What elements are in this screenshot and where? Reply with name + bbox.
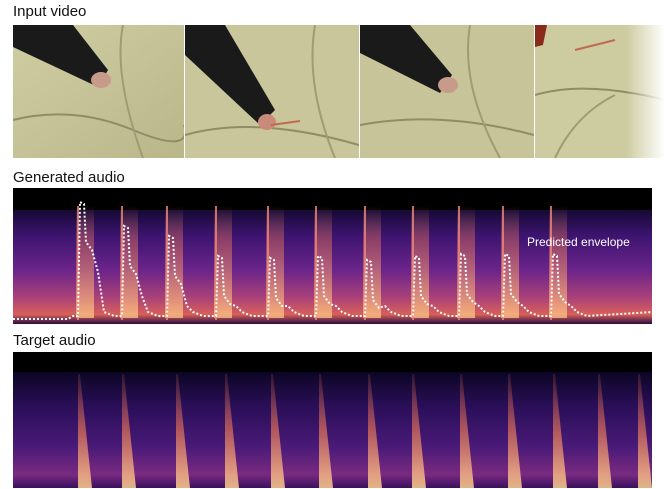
generated-onset-11 [550, 206, 552, 320]
predicted-envelope-label: Predicted envelope [527, 235, 630, 249]
generated-impact-1 [76, 206, 94, 318]
generated-impact-6 [314, 206, 332, 318]
video-frame-4 [535, 25, 665, 158]
target-impact-8 [412, 374, 426, 488]
target-impact-11 [553, 374, 567, 488]
input-video-strip [13, 25, 665, 158]
target-impact-5 [271, 374, 285, 488]
target-impact-2 [122, 374, 136, 488]
video-frame-1 [13, 25, 184, 158]
generated-audio-title: Generated audio [13, 169, 125, 186]
generated-onset-9 [458, 206, 460, 320]
target-impact-13 [638, 374, 652, 488]
generated-impact-5 [266, 206, 284, 318]
generated-onset-10 [502, 206, 504, 320]
generated-audio-spectrogram [13, 188, 652, 324]
generated-onset-5 [267, 206, 269, 320]
video-frame-2 [185, 25, 359, 158]
generated-impact-11 [549, 206, 567, 318]
target-impact-3 [176, 374, 190, 488]
generated-onset-7 [364, 206, 366, 320]
target-impact-4 [225, 374, 239, 488]
target-impact-7 [368, 374, 382, 488]
target-impact-12 [598, 374, 612, 488]
video-frame-3 [360, 25, 534, 158]
target-audio-title: Target audio [13, 332, 96, 349]
generated-impact-8 [411, 206, 429, 318]
generated-onset-1 [77, 206, 79, 320]
target-audio-spectrogram [13, 352, 652, 488]
target-impact-10 [508, 374, 522, 488]
generated-onset-3 [166, 206, 168, 320]
predicted-envelope-line [13, 200, 652, 320]
generated-onset-4 [215, 206, 217, 320]
target-impact-9 [460, 374, 474, 488]
target-impact-1 [78, 374, 92, 488]
input-video-title: Input video [13, 3, 87, 20]
target-impact-6 [319, 374, 333, 488]
generated-onset-8 [412, 206, 414, 320]
generated-onset-6 [315, 206, 317, 320]
generated-onset-2 [121, 206, 123, 320]
